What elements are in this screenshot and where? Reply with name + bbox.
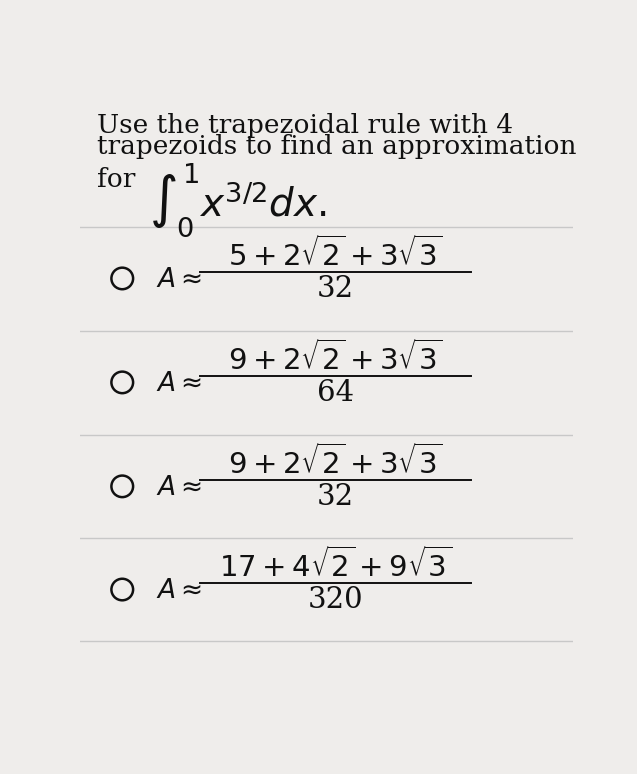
Text: Use the trapezoidal rule with 4: Use the trapezoidal rule with 4 <box>97 113 513 138</box>
Text: $17 + 4\sqrt{2} + 9\sqrt{3}$: $17 + 4\sqrt{2} + 9\sqrt{3}$ <box>219 547 452 584</box>
Text: 32: 32 <box>317 483 354 512</box>
Text: 64: 64 <box>317 379 354 407</box>
Text: $\int_0^1 x^{3/2}dx.$: $\int_0^1 x^{3/2}dx.$ <box>149 162 327 239</box>
Text: $A \approx$: $A \approx$ <box>155 578 201 604</box>
Text: $5 + 2\sqrt{2} + 3\sqrt{3}$: $5 + 2\sqrt{2} + 3\sqrt{3}$ <box>228 236 443 272</box>
Text: $A \approx$: $A \approx$ <box>155 372 201 396</box>
Text: $A \approx$: $A \approx$ <box>155 475 201 500</box>
Text: $9 + 2\sqrt{2} + 3\sqrt{3}$: $9 + 2\sqrt{2} + 3\sqrt{3}$ <box>228 341 443 376</box>
Text: $9 + 2\sqrt{2} + 3\sqrt{3}$: $9 + 2\sqrt{2} + 3\sqrt{3}$ <box>228 444 443 480</box>
Text: for: for <box>97 167 135 192</box>
Text: $A \approx$: $A \approx$ <box>155 267 201 293</box>
Text: 320: 320 <box>308 587 363 615</box>
Text: trapezoids to find an approximation: trapezoids to find an approximation <box>97 135 576 159</box>
Text: 32: 32 <box>317 276 354 303</box>
